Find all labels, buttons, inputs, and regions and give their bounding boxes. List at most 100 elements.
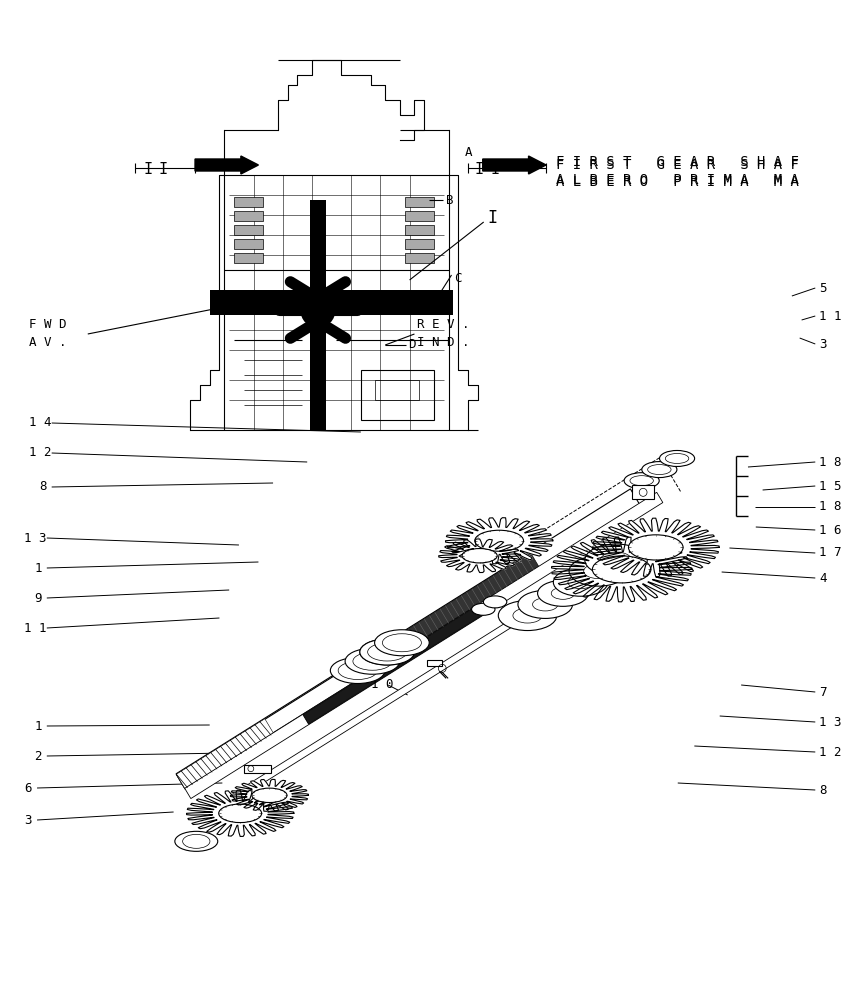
Bar (234, 211, 264, 221)
Polygon shape (176, 719, 273, 789)
Text: F I R S T   G E A R   S H A F: F I R S T G E A R S H A F (556, 158, 799, 172)
Ellipse shape (498, 601, 556, 631)
Text: F I R S T   G E A R   S H A F: F I R S T G E A R S H A F (556, 155, 799, 169)
Text: 1 6: 1 6 (819, 524, 841, 536)
Bar (234, 239, 264, 249)
Text: I: I (475, 162, 484, 178)
Text: 7: 7 (819, 686, 827, 698)
Ellipse shape (624, 473, 659, 489)
Bar (405, 197, 434, 207)
Polygon shape (176, 489, 639, 789)
Bar (244, 765, 271, 773)
Text: R E V .: R E V . (418, 318, 470, 332)
Text: 2: 2 (34, 750, 42, 762)
Circle shape (639, 488, 647, 496)
Ellipse shape (553, 568, 608, 596)
Ellipse shape (182, 834, 210, 848)
Text: 1: 1 (34, 562, 42, 574)
Ellipse shape (659, 450, 694, 466)
Text: D: D (408, 338, 416, 352)
Ellipse shape (360, 639, 414, 665)
Text: I N D .: I N D . (418, 336, 470, 350)
Ellipse shape (551, 587, 574, 599)
Text: 1 2: 1 2 (29, 446, 51, 460)
Ellipse shape (584, 564, 613, 579)
Text: A V .: A V . (29, 336, 67, 350)
Text: 5: 5 (819, 282, 827, 294)
Ellipse shape (513, 608, 542, 623)
Ellipse shape (472, 603, 495, 615)
Text: 1 8: 1 8 (819, 500, 841, 514)
Text: 9: 9 (34, 591, 42, 604)
Ellipse shape (338, 662, 377, 680)
Text: 3: 3 (24, 814, 32, 826)
Ellipse shape (353, 652, 392, 670)
Polygon shape (303, 604, 485, 724)
Text: 4: 4 (819, 572, 827, 584)
Text: A: A (465, 145, 473, 158)
Text: 1 3: 1 3 (819, 716, 841, 728)
Text: B: B (446, 194, 453, 207)
Polygon shape (438, 539, 520, 573)
Ellipse shape (642, 462, 677, 478)
Text: I: I (159, 162, 168, 178)
Polygon shape (426, 660, 443, 666)
Ellipse shape (368, 643, 407, 661)
Ellipse shape (569, 556, 627, 586)
Text: 1 0: 1 0 (371, 678, 393, 692)
Text: I: I (490, 162, 500, 178)
Ellipse shape (538, 580, 588, 606)
Text: I: I (143, 162, 152, 178)
Polygon shape (185, 492, 663, 799)
Ellipse shape (475, 530, 524, 551)
Text: I: I (488, 209, 497, 227)
Ellipse shape (568, 576, 593, 589)
Text: C: C (455, 271, 462, 284)
Text: 1 4: 1 4 (29, 416, 51, 430)
Ellipse shape (252, 788, 287, 803)
Ellipse shape (330, 658, 385, 684)
Bar (405, 225, 434, 235)
Text: 1 1: 1 1 (24, 621, 47, 635)
Bar (361, 370, 434, 420)
Ellipse shape (219, 804, 262, 823)
Polygon shape (592, 518, 719, 577)
Bar (234, 197, 264, 207)
Bar (405, 239, 434, 249)
Bar (234, 253, 264, 263)
Text: 3: 3 (819, 338, 827, 351)
Polygon shape (551, 537, 692, 602)
Polygon shape (187, 790, 294, 836)
Ellipse shape (592, 556, 651, 583)
Text: 1 7: 1 7 (819, 546, 841, 560)
Ellipse shape (630, 476, 653, 486)
Text: F W D: F W D (29, 318, 67, 332)
Text: 8: 8 (819, 784, 827, 796)
Polygon shape (229, 537, 646, 802)
Text: 1 1: 1 1 (819, 310, 841, 322)
FancyArrow shape (483, 156, 546, 174)
Ellipse shape (600, 552, 632, 568)
Text: A L B E R O   P R I M A   M A: A L B E R O P R I M A M A (556, 173, 799, 187)
Polygon shape (230, 779, 308, 811)
Ellipse shape (665, 453, 689, 463)
Bar (310, 200, 326, 430)
Text: 1 8: 1 8 (819, 456, 841, 468)
Bar (405, 253, 434, 263)
Bar (405, 211, 434, 221)
FancyArrow shape (195, 156, 259, 174)
Ellipse shape (462, 549, 497, 563)
Ellipse shape (368, 643, 407, 661)
Bar (633, 485, 654, 499)
Circle shape (300, 292, 336, 328)
Bar (376, 380, 419, 400)
Polygon shape (176, 653, 379, 788)
Bar (234, 225, 264, 235)
Text: 1 2: 1 2 (819, 746, 841, 758)
Text: 1: 1 (34, 720, 42, 732)
Polygon shape (371, 552, 539, 667)
Text: 8: 8 (39, 481, 46, 493)
Ellipse shape (484, 596, 507, 608)
Ellipse shape (383, 634, 421, 652)
Ellipse shape (585, 544, 647, 576)
